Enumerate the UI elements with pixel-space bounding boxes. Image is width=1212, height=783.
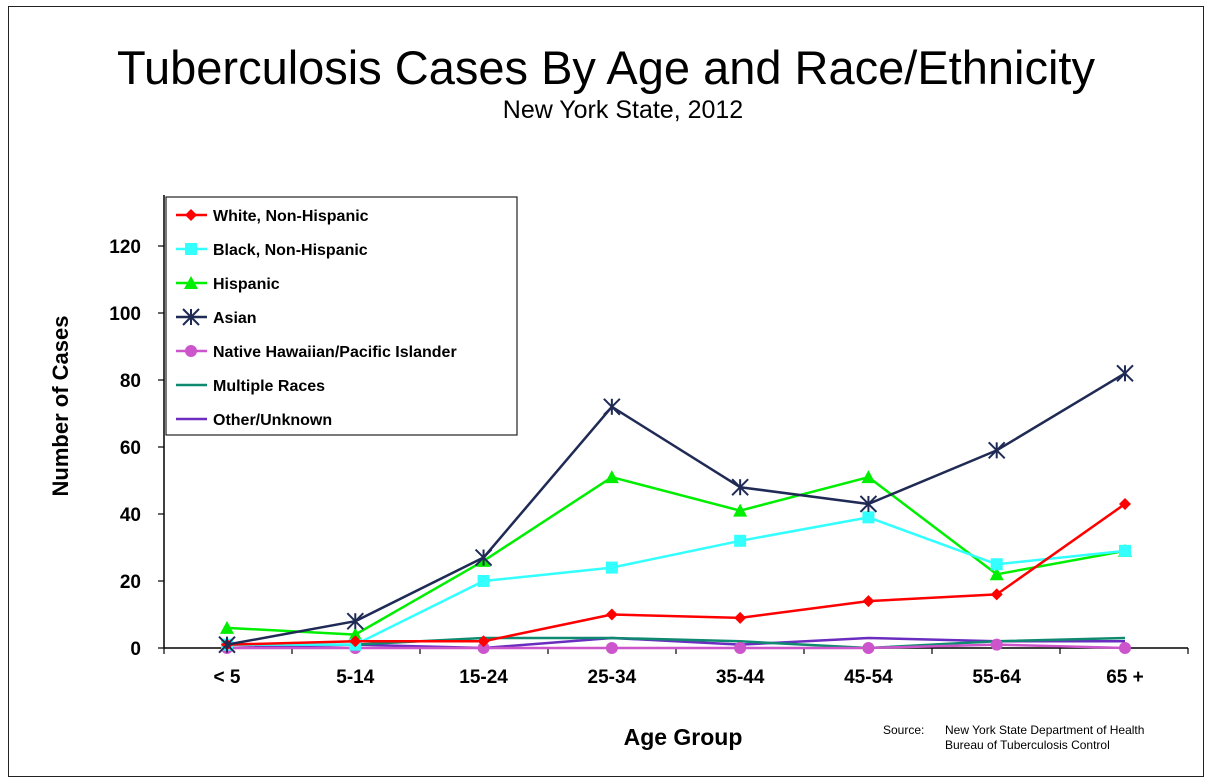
chart-subtitle: New York State, 2012 — [502, 96, 744, 124]
x-tick-label: 25-34 — [588, 667, 637, 688]
y-tick-label: 60 — [120, 438, 141, 459]
y-axis-title: Number of Cases — [48, 316, 73, 497]
data-point — [988, 441, 1006, 460]
series-line — [227, 636, 1126, 650]
data-point — [220, 620, 234, 634]
legend-label: Multiple Races — [213, 378, 325, 395]
data-point — [477, 575, 490, 587]
data-point — [859, 495, 878, 513]
series-line — [226, 636, 1125, 650]
data-point — [605, 608, 618, 621]
data-point — [348, 627, 363, 641]
series-1 — [221, 511, 1131, 651]
data-point — [861, 470, 876, 484]
series-3 — [218, 364, 1134, 654]
data-point — [990, 638, 1003, 651]
data-point — [477, 635, 490, 648]
legend-label: Other/Unknown — [213, 412, 332, 429]
x-axis-title: Age Group — [624, 724, 743, 750]
x-tick-label: 65 + — [1106, 667, 1144, 688]
y-tick-label: 0 — [130, 639, 141, 660]
y-tick-label: 20 — [120, 572, 141, 593]
data-point — [346, 612, 364, 630]
source-line-2: Bureau of Tuberculosis Control — [945, 738, 1110, 752]
data-point — [734, 534, 747, 547]
legend-swatch-marker — [184, 276, 198, 289]
data-point — [733, 503, 748, 517]
x-tick-label: 5-14 — [336, 667, 374, 688]
series-line — [227, 643, 1126, 650]
legend-label: Asian — [213, 310, 257, 327]
legend-swatch-marker — [185, 243, 197, 255]
data-point — [731, 478, 749, 496]
y-tick-label: 40 — [120, 505, 141, 526]
source-line-1: New York State Department of Health — [945, 723, 1145, 737]
data-point — [990, 558, 1003, 571]
y-tick-label: 100 — [109, 304, 141, 325]
x-tick-label: 15-24 — [459, 667, 508, 688]
legend-swatch-marker — [185, 209, 197, 221]
legend-label: Black, Non-Hispanic — [213, 242, 368, 259]
series-line — [227, 516, 1126, 646]
data-point — [990, 588, 1003, 601]
series-5 — [227, 636, 1126, 650]
data-point — [989, 567, 1004, 581]
data-point — [1119, 544, 1131, 557]
legend: White, Non-Hispanic Black, Non-Hispanic Hi… — [165, 196, 518, 436]
x-tick-label: 55-64 — [972, 667, 1021, 688]
x-tick-label: < 5 — [214, 667, 241, 688]
legend-label: White, Non-Hispanic — [213, 208, 369, 225]
legend-swatch-marker — [185, 345, 197, 357]
series-line — [226, 502, 1126, 646]
source-label: Source: — [883, 723, 925, 737]
chart-title: Tuberculosis Cases By Age and Race/Ethni… — [117, 41, 1095, 94]
data-point — [1116, 364, 1134, 383]
data-point — [474, 548, 493, 567]
series-6 — [226, 636, 1125, 650]
x-tick-label: 45-54 — [844, 667, 893, 688]
series-line — [226, 475, 1126, 636]
data-point — [477, 642, 490, 654]
data-point — [605, 561, 618, 574]
legend-swatch-marker — [182, 308, 200, 326]
data-point — [862, 595, 875, 608]
data-point — [1119, 642, 1131, 654]
legend-label: Native Hawaiian/Pacific Islander — [213, 344, 457, 361]
data-point — [604, 470, 619, 484]
y-tick-label: 120 — [109, 237, 141, 258]
series-line — [226, 372, 1126, 646]
data-point — [349, 635, 362, 648]
data-point — [605, 642, 618, 654]
series-0 — [221, 497, 1131, 651]
data-point — [734, 611, 747, 624]
x-tick-label: 35-44 — [716, 667, 765, 688]
data-point — [862, 511, 875, 524]
data-point — [603, 398, 621, 416]
data-point — [218, 635, 236, 654]
data-point — [1119, 497, 1131, 510]
legend-box — [165, 196, 518, 436]
data-point — [862, 642, 875, 654]
y-tick-label: 80 — [120, 371, 141, 392]
data-point — [734, 642, 747, 654]
legend-label: Hispanic — [213, 276, 280, 293]
